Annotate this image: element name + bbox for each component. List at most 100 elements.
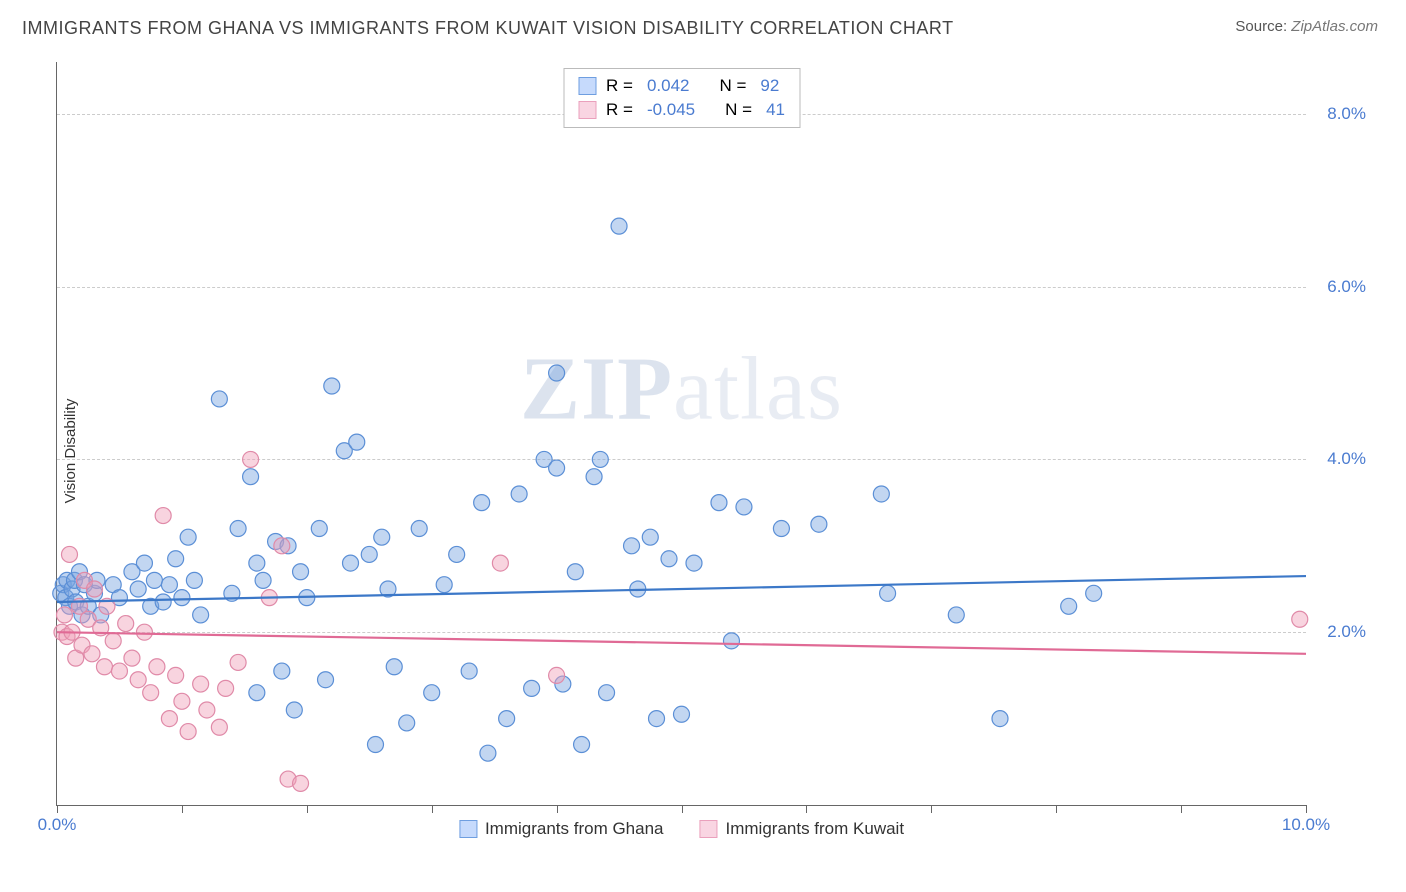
x-tick-mark [432, 805, 433, 813]
y-tick-label: 2.0% [1311, 622, 1366, 642]
scatter-point [511, 486, 527, 502]
scatter-point [524, 680, 540, 696]
stat-r-label: R = [606, 74, 633, 98]
scatter-point [574, 737, 590, 753]
x-tick-mark [682, 805, 683, 813]
stat-r-kuwait: -0.045 [647, 98, 695, 122]
scatter-point [599, 685, 615, 701]
scatter-point [399, 715, 415, 731]
scatter-point [161, 577, 177, 593]
scatter-point [230, 654, 246, 670]
scatter-point [649, 711, 665, 727]
scatter-point [186, 572, 202, 588]
stat-r-ghana: 0.042 [647, 74, 690, 98]
scatter-point [424, 685, 440, 701]
scatter-point [674, 706, 690, 722]
scatter-point [361, 546, 377, 562]
scatter-point [255, 572, 271, 588]
scatter-point [211, 719, 227, 735]
scatter-point [324, 378, 340, 394]
scatter-point [318, 672, 334, 688]
scatter-point [736, 499, 752, 515]
scatter-point [586, 469, 602, 485]
scatter-point [86, 581, 102, 597]
scatter-point [686, 555, 702, 571]
scatter-point [218, 680, 234, 696]
scatter-point [474, 495, 490, 511]
scatter-point [642, 529, 658, 545]
scatter-point [293, 564, 309, 580]
scatter-point [199, 702, 215, 718]
scatter-point [992, 711, 1008, 727]
chart-container: Vision Disability ZIPatlas R = 0.042 N =… [40, 56, 1376, 846]
stat-n-label-2: N = [725, 98, 752, 122]
scatter-point [449, 546, 465, 562]
scatter-point [249, 555, 265, 571]
scatter-point [499, 711, 515, 727]
swatch-kuwait-b [700, 820, 718, 838]
scatter-point [286, 702, 302, 718]
scatter-point [174, 693, 190, 709]
scatter-point [661, 551, 677, 567]
stat-r-label-2: R = [606, 98, 633, 122]
scatter-point [567, 564, 583, 580]
source-prefix: Source: [1235, 18, 1287, 35]
scatter-svg [57, 62, 1306, 805]
scatter-point [243, 451, 259, 467]
stat-n-ghana: 92 [760, 74, 779, 98]
legend-label-kuwait: Immigrants from Kuwait [726, 819, 905, 839]
scatter-point [611, 218, 627, 234]
scatter-point [461, 663, 477, 679]
stats-legend: R = 0.042 N = 92 R = -0.045 N = 41 [563, 68, 800, 128]
scatter-point [211, 391, 227, 407]
scatter-point [105, 633, 121, 649]
scatter-point [146, 572, 162, 588]
source-label-wrap: Source: ZipAtlas.com [1235, 18, 1378, 35]
scatter-point [492, 555, 508, 571]
scatter-point [723, 633, 739, 649]
scatter-point [311, 521, 327, 537]
scatter-point [549, 460, 565, 476]
scatter-point [293, 775, 309, 791]
swatch-kuwait [578, 101, 596, 119]
scatter-point [343, 555, 359, 571]
scatter-point [480, 745, 496, 761]
scatter-point [136, 555, 152, 571]
scatter-point [274, 538, 290, 554]
scatter-point [1292, 611, 1308, 627]
x-tick-mark [1306, 805, 1307, 813]
scatter-point [168, 551, 184, 567]
scatter-point [118, 616, 134, 632]
y-tick-label: 6.0% [1311, 277, 1366, 297]
scatter-point [143, 685, 159, 701]
scatter-point [230, 521, 246, 537]
x-tick-label-left: 0.0% [38, 815, 77, 835]
scatter-point [436, 577, 452, 593]
x-tick-label-right: 10.0% [1282, 815, 1330, 835]
scatter-point [1086, 585, 1102, 601]
scatter-point [349, 434, 365, 450]
scatter-point [411, 521, 427, 537]
scatter-point [136, 624, 152, 640]
regression-line [57, 632, 1306, 654]
x-tick-mark [931, 805, 932, 813]
x-tick-mark [57, 805, 58, 813]
scatter-point [149, 659, 165, 675]
scatter-point [367, 737, 383, 753]
scatter-point [56, 607, 72, 623]
stat-n-label: N = [719, 74, 746, 98]
stats-row-kuwait: R = -0.045 N = 41 [578, 98, 785, 122]
scatter-point [61, 546, 77, 562]
scatter-point [811, 516, 827, 532]
chart-title: IMMIGRANTS FROM GHANA VS IMMIGRANTS FROM… [22, 18, 954, 39]
scatter-point [111, 663, 127, 679]
source-name: ZipAtlas.com [1291, 18, 1378, 35]
scatter-point [193, 676, 209, 692]
scatter-point [773, 521, 789, 537]
scatter-point [549, 365, 565, 381]
header: IMMIGRANTS FROM GHANA VS IMMIGRANTS FROM… [0, 0, 1406, 47]
scatter-point [549, 667, 565, 683]
scatter-point [592, 451, 608, 467]
scatter-point [386, 659, 402, 675]
swatch-ghana-b [459, 820, 477, 838]
